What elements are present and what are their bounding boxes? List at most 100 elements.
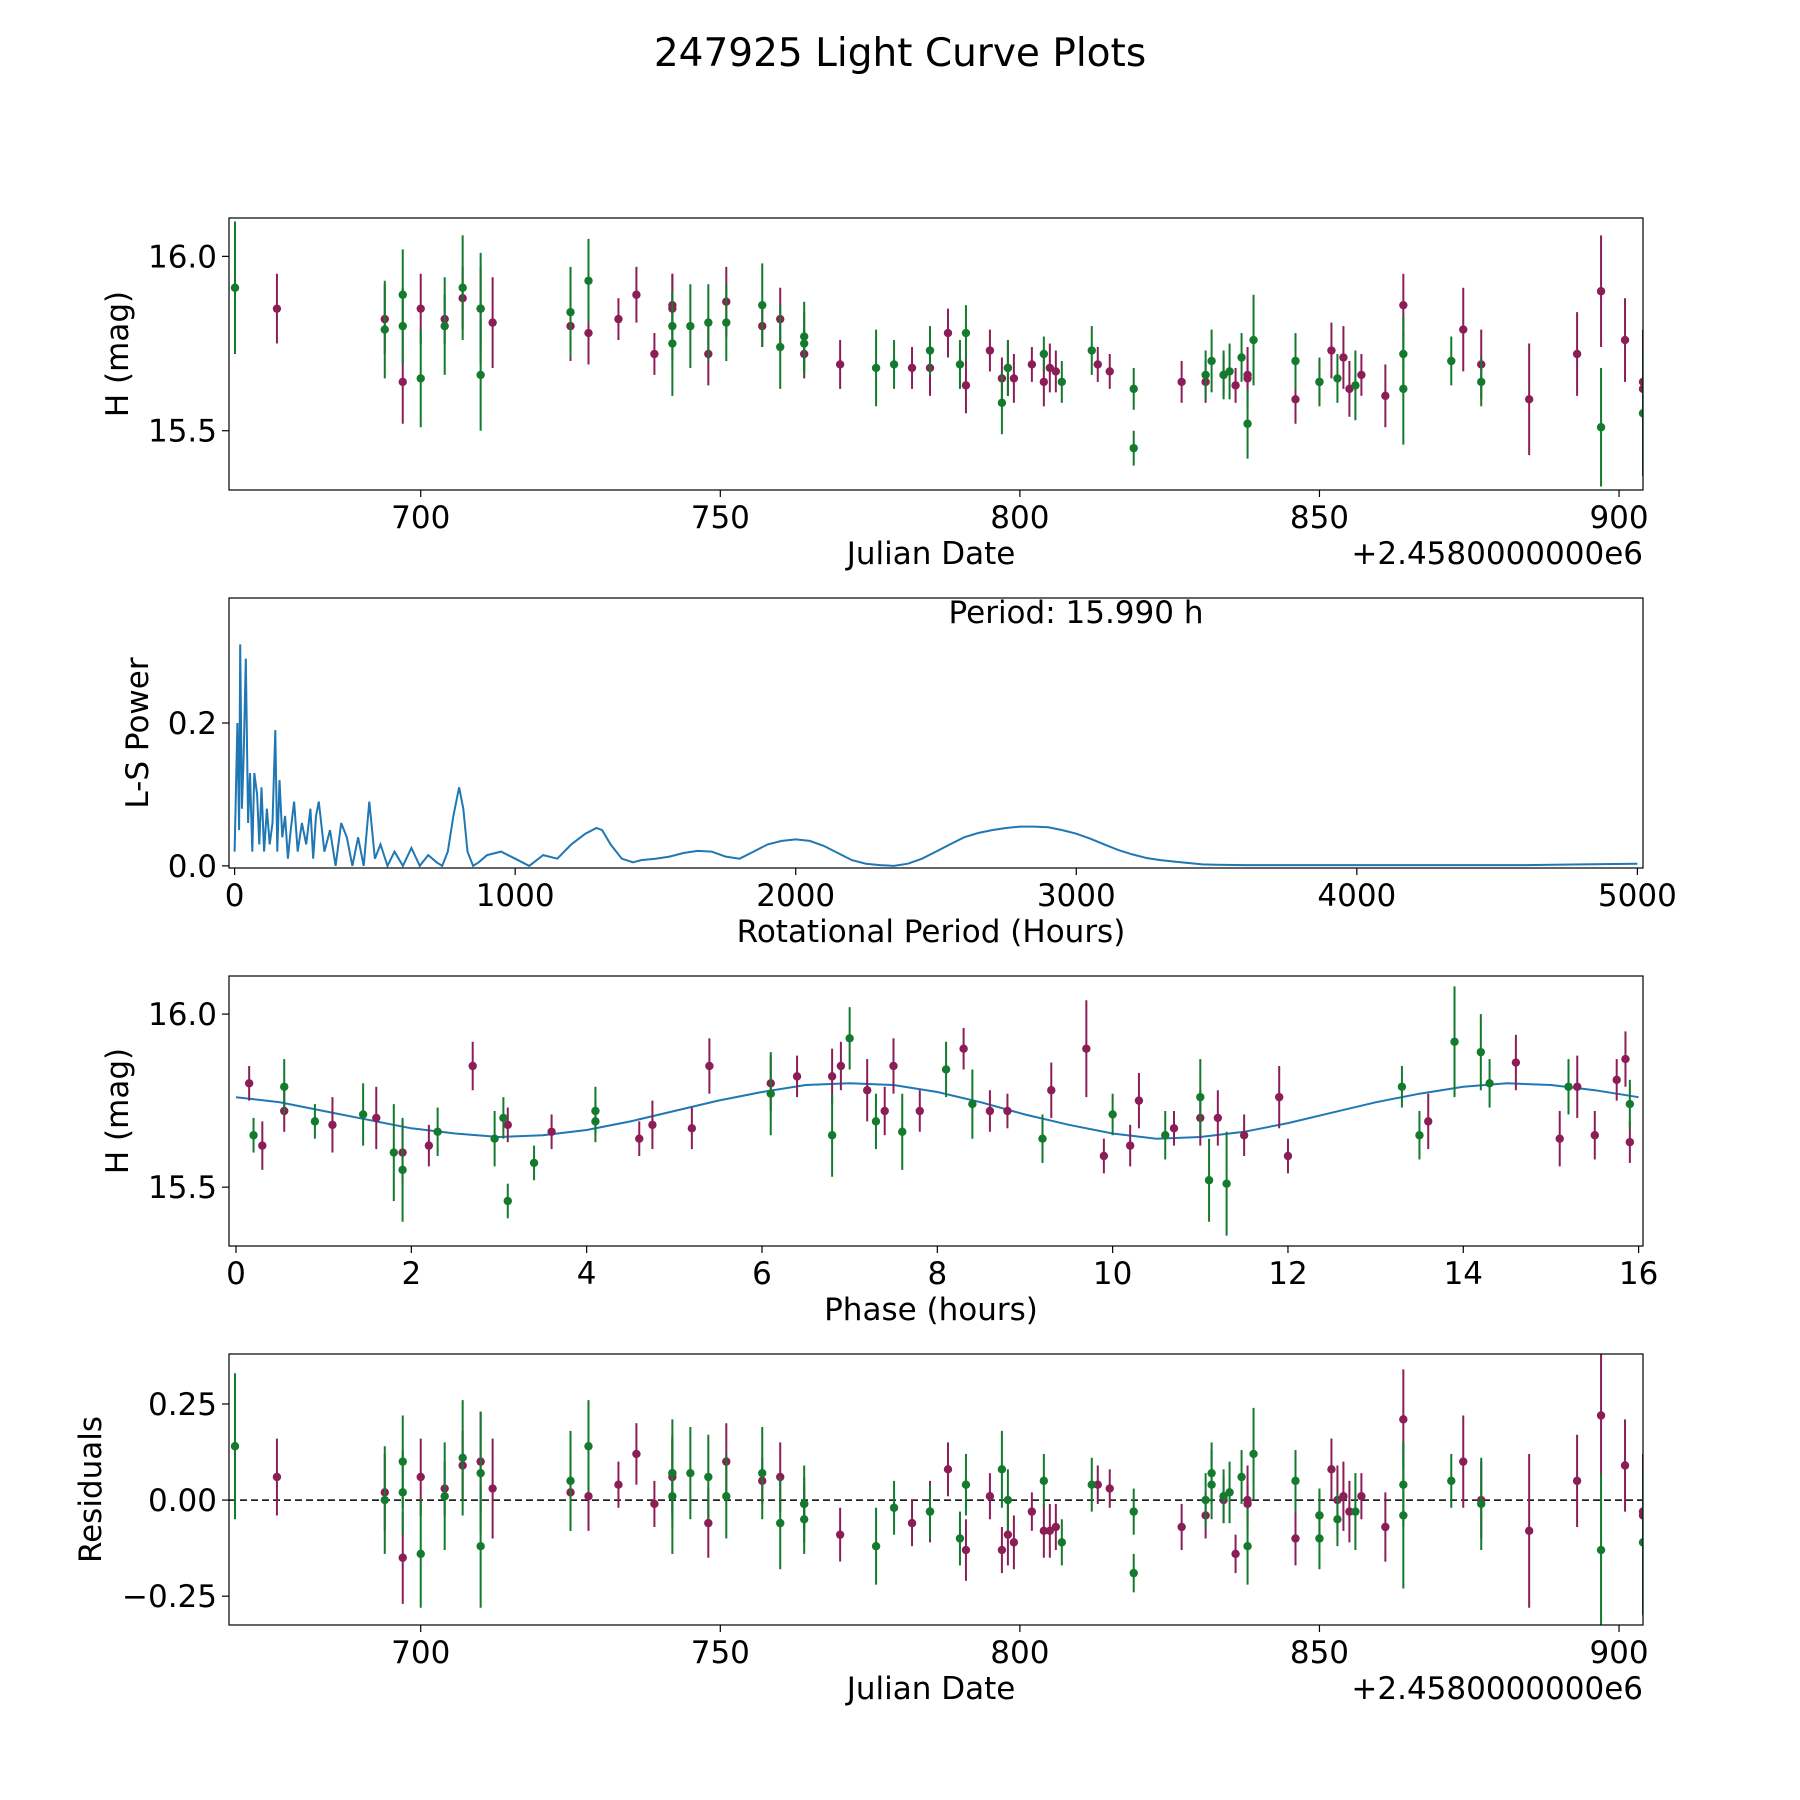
resid-data-point	[1003, 1495, 1013, 1505]
lc-xtick-label: 900	[1589, 500, 1648, 536]
phase-plot-area	[235, 986, 1639, 1236]
resid-data-point	[1045, 1526, 1055, 1536]
phase-data-point	[959, 1044, 968, 1053]
lc-data-point	[1129, 384, 1138, 394]
lc-data-point	[1339, 353, 1348, 362]
resid-data-point	[668, 1492, 677, 1501]
phase-data-point	[503, 1196, 512, 1206]
phase-data-point	[490, 1134, 499, 1143]
resid-offset-text: +2.4580000000e6	[1351, 1671, 1643, 1707]
resid-plot-area	[229, 1354, 1643, 1625]
phase-data-point	[871, 1117, 881, 1126]
lc-xtick-label: 850	[1290, 500, 1349, 536]
ls-period-annotation: Period: 15.990 h	[949, 595, 1204, 631]
resid-data-point	[955, 1534, 965, 1543]
lc-data-point	[1291, 395, 1300, 404]
lc-data-point	[1039, 377, 1049, 387]
lc-data-point	[907, 363, 917, 373]
resid-data-point	[704, 1518, 713, 1528]
phase-data-point	[648, 1120, 657, 1130]
lc-data-point	[722, 318, 731, 327]
resid-ytick-label: 0.25	[148, 1387, 217, 1423]
resid-data-point	[584, 1442, 593, 1451]
resid-data-point	[985, 1492, 995, 1501]
resid-data-point	[925, 1507, 935, 1516]
resid-data-point	[1596, 1411, 1606, 1420]
resid-xtick-label: 900	[1589, 1635, 1648, 1671]
resid-data-point	[1381, 1522, 1390, 1532]
resid-data-point	[1399, 1511, 1408, 1520]
resid-data-point	[961, 1480, 971, 1489]
resid-data-point	[997, 1465, 1007, 1474]
phase-ytick-label: 16.0	[148, 997, 217, 1033]
resid-data-point	[398, 1553, 407, 1562]
lc-data-point	[686, 321, 695, 331]
resid-data-point	[776, 1518, 785, 1528]
resid-data-point	[1177, 1522, 1186, 1532]
ls-xtick-label: 0	[225, 878, 245, 914]
phase-data-point	[705, 1061, 714, 1071]
lc-xtick-label: 750	[691, 500, 750, 536]
resid-data-point	[1129, 1568, 1138, 1578]
ls-ytick-label: 0.2	[168, 706, 217, 742]
resid-xtick-label: 800	[990, 1635, 1049, 1671]
resid-data-point	[416, 1472, 425, 1482]
panel-ls: 0 1000 2000 3000 4000 5000 0.0 0.2 Rotational Pe…	[120, 595, 1677, 950]
phase-data-point	[503, 1120, 512, 1130]
phase-data-point	[862, 1086, 872, 1095]
phase-data-point	[1239, 1131, 1249, 1140]
lc-data-point	[1596, 287, 1606, 296]
resid-data-point	[1051, 1522, 1061, 1532]
phase-data-point	[591, 1117, 600, 1126]
phase-data-point	[258, 1141, 267, 1150]
resid-ytick-label: −0.25	[122, 1579, 217, 1615]
resid-data-point	[1291, 1534, 1300, 1543]
phase-data-point	[880, 1106, 889, 1116]
phase-ytick-label: 15.5	[148, 1170, 217, 1206]
resid-data-point	[1620, 1461, 1630, 1470]
panel-lc: 700 750 800 850 900 15.5 16.0 Julian Date H (mag…	[100, 217, 1649, 572]
phase-data-point	[766, 1089, 775, 1098]
resid-xtick-label: 750	[691, 1635, 750, 1671]
lc-data-point	[955, 360, 965, 369]
resid-data-point	[440, 1492, 449, 1501]
phase-xlabel: Phase (hours)	[824, 1292, 1038, 1328]
phase-data-point	[898, 1127, 907, 1136]
phase-data-point	[968, 1099, 977, 1109]
phase-data-point	[358, 1110, 368, 1119]
lc-data-point	[1177, 377, 1186, 387]
lc-data-point	[758, 300, 767, 310]
ls-axes-frame	[228, 597, 1644, 869]
lc-data-point	[584, 328, 593, 338]
resid-data-point	[799, 1515, 809, 1524]
lc-data-point	[440, 321, 449, 331]
phase-data-point	[1450, 1037, 1459, 1046]
resid-data-point	[380, 1495, 389, 1505]
resid-data-point	[1039, 1526, 1049, 1536]
phase-data-point	[1511, 1058, 1521, 1067]
ls-plot-area	[233, 644, 1638, 868]
lc-data-point	[1399, 384, 1408, 394]
resid-data-point	[398, 1457, 407, 1466]
lc-data-point	[961, 381, 971, 390]
lc-data-point	[1327, 346, 1336, 355]
lc-data-point	[1459, 325, 1468, 334]
phase-ylabel: H (mag)	[100, 1048, 136, 1174]
phase-xtick-label: 8	[927, 1256, 947, 1292]
phase-xtick-label: 10	[1093, 1256, 1132, 1292]
lc-data-point	[1596, 423, 1606, 432]
lc-data-point	[1039, 349, 1049, 359]
phase-data-point	[1621, 1054, 1630, 1064]
ls-xtick-label: 4000	[1317, 878, 1396, 914]
phase-data-point	[310, 1117, 320, 1126]
resid-data-point	[1093, 1480, 1102, 1489]
lc-data-point	[1009, 374, 1019, 383]
phase-data-point	[1108, 1110, 1117, 1119]
resid-data-point	[1003, 1530, 1013, 1539]
ls-xlabel: Rotational Period (Hours)	[737, 914, 1126, 950]
lc-ylabel: H (mag)	[100, 291, 136, 417]
resid-data-point	[704, 1472, 713, 1482]
lc-data-point	[871, 363, 881, 373]
phase-data-point	[1564, 1082, 1573, 1091]
